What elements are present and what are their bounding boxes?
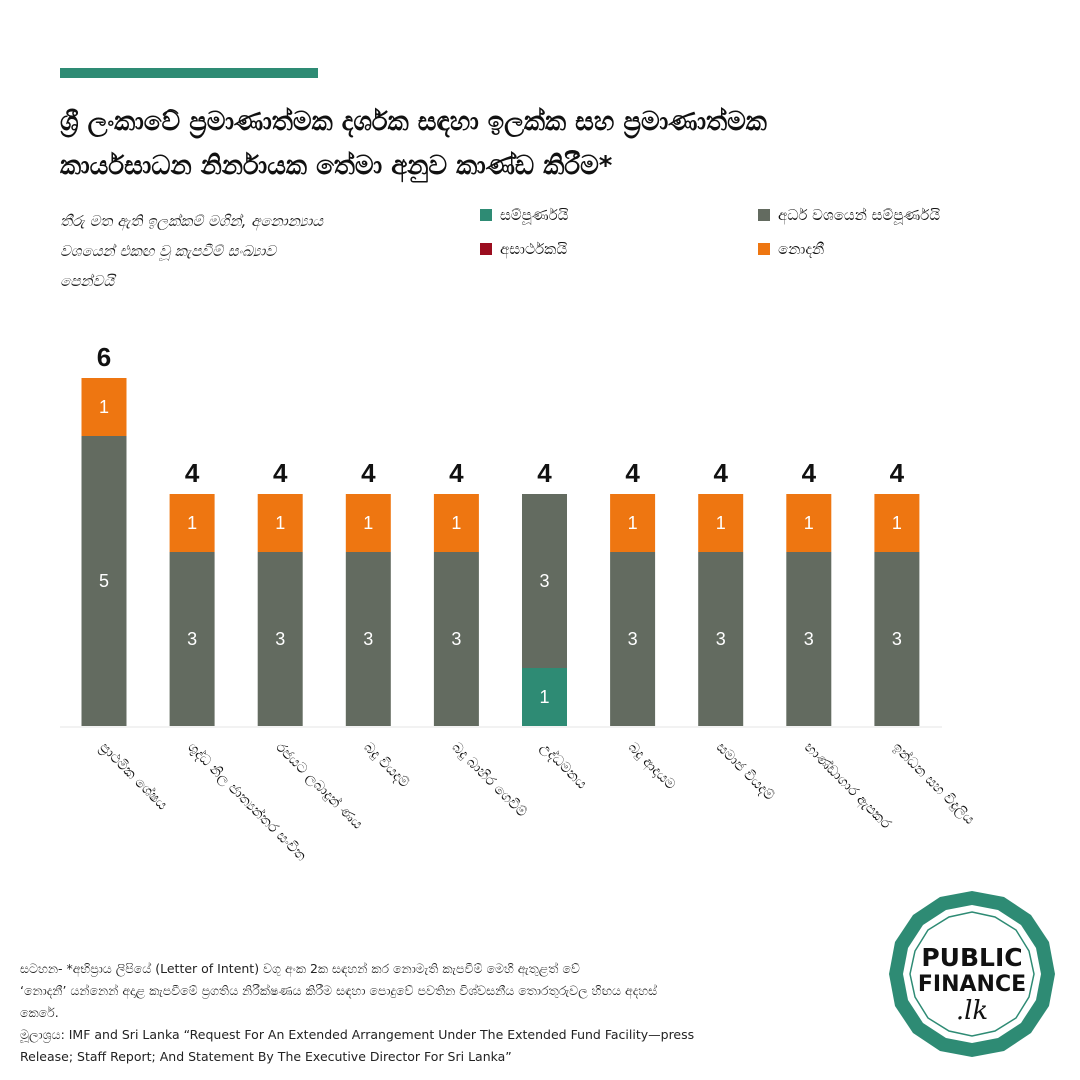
chart-subtitle: තීරු මත ඇති ඉලක්කම් මගින්, අනොන්‍යාය වශය… (60, 206, 420, 296)
logo-inner-face (903, 905, 1041, 1043)
accent-bar (60, 68, 318, 78)
legend-item-complete: සම්පූර්ණයි (480, 206, 568, 224)
bar-segment (81, 378, 127, 436)
bar-segment-label: 1 (804, 513, 814, 533)
bar-segment (345, 552, 391, 726)
bar-segment-label: 1 (628, 513, 638, 533)
footer-note-line-2: ‘නොදනී’ යන්නෙන් අදාළ කැපවීමේ ප්‍රගතිය නි… (20, 983, 658, 998)
x-tick-label: බදු වියදම් (360, 740, 412, 792)
legend: සම්පූර්ණයි අර්ධ වශයෙන් සම්පූර්ණයි අසාර්ථ… (480, 206, 1040, 270)
bar-segment (522, 668, 567, 726)
bar-segment-label: 3 (628, 629, 638, 649)
bar-segment (698, 494, 744, 552)
bar-segment (433, 552, 479, 726)
bar-segment (874, 494, 920, 552)
bar-segment-label: 3 (187, 629, 197, 649)
legend-swatch-unknown (758, 243, 770, 255)
bar-segment-label: 3 (275, 629, 285, 649)
bar-segment-label: 3 (363, 629, 373, 649)
bar-segment (610, 552, 656, 726)
bar-segment-label: 3 (539, 571, 549, 591)
bar-segment (345, 494, 391, 552)
bar-segment (169, 552, 215, 726)
bar-total-label: 4 (625, 458, 640, 488)
bar-segment (257, 552, 303, 726)
logo-text-public: PUBLIC (921, 943, 1022, 972)
legend-swatch-complete (480, 209, 492, 221)
legend-label-complete: සම්පූර්ණයි (500, 206, 569, 224)
title-line-2: කාර්යසාධන නිර්නායක තේමා අනුව කාණ්ඩ කිරීම… (60, 151, 613, 181)
title-line-1: ශ්‍රී ලංකාවේ ප්‍රමාණාත්මක දර්ශක සඳහා ඉලක… (60, 107, 767, 137)
legend-item-unknown: නොදනී (758, 240, 824, 258)
footer-source-line-2: Release; Staff Report; And Statement By … (20, 1049, 512, 1064)
bar-segment-label: 1 (187, 513, 197, 533)
bar-segment-label: 1 (363, 513, 373, 533)
bar-segment-label: 1 (275, 513, 285, 533)
x-tick-label: ඉන්ධන සහ විදුලිය (889, 739, 977, 827)
bar-total-label: 4 (449, 458, 464, 488)
x-tick-label: උද්ධමනය (537, 739, 590, 792)
legend-label-partial: අර්ධ වශයෙන් සම්පූර්ණයි (778, 206, 941, 224)
public-finance-logo: PUBLIC FINANCE .lk (889, 891, 1055, 1057)
bar-segment-label: 1 (539, 687, 549, 707)
subtitle-line-2: වශයෙන් එකඟ වූ කැපවීම් සංඛ්‍යාව (60, 242, 277, 260)
logo-text-finance: FINANCE (918, 972, 1026, 997)
bar-segment (169, 494, 215, 552)
bar-segment (257, 494, 303, 552)
legend-swatch-failed (480, 243, 492, 255)
bar-total-label: 6 (97, 342, 111, 372)
legend-label-failed: අසාර්ථකයි (500, 240, 568, 258)
bar-total-label: 4 (802, 458, 817, 488)
legend-label-unknown: නොදනී (778, 240, 825, 258)
subtitle-line-1: තීරු මත ඇති ඉලක්කම් මගින්, අනොන්‍යාය (60, 212, 324, 230)
bar-segment (81, 436, 127, 726)
bar-segment (522, 494, 567, 668)
bar-segment (786, 552, 832, 726)
bar-segment-label: 5 (99, 571, 109, 591)
bar-segment-label: 1 (99, 397, 109, 417)
bar-segment-label: 3 (892, 629, 902, 649)
logo-inner-border (909, 911, 1035, 1037)
bar-segment (874, 552, 920, 726)
bar-segment (786, 494, 832, 552)
footer-notes: සටහන- *අභිප්‍රාය ලිපියේ (Letter of Inten… (20, 958, 870, 1068)
subtitle-line-3: පෙන්වයි (60, 272, 115, 290)
bar-segment-label: 1 (892, 513, 902, 533)
x-tick-label: ප්‍රාථමික ශේෂය (96, 739, 171, 814)
bar-total-label: 4 (537, 458, 552, 488)
bar-total-label: 4 (361, 458, 376, 488)
bar-total-label: 4 (713, 458, 728, 488)
logo-text-lk: .lk (956, 996, 988, 1026)
bar-segment-label: 3 (451, 629, 461, 649)
legend-item-failed: අසාර්ථකයි (480, 240, 567, 258)
legend-swatch-partial (758, 209, 770, 221)
legend-item-partial: අර්ධ වශයෙන් සම්පූර්ණයි (758, 206, 940, 224)
footer-source-line-1: මූලාශ්‍රය: IMF and Sri Lanka “Request Fo… (20, 1027, 695, 1042)
chart-title: ශ්‍රී ලංකාවේ ප්‍රමාණාත්මක දර්ශක සඳහා ඉලක… (60, 100, 1020, 188)
bar-segment-label: 3 (804, 629, 814, 649)
bar-segment-label: 1 (451, 513, 461, 533)
bar-segment (433, 494, 479, 552)
bar-total-label: 4 (273, 458, 288, 488)
footer-note-line-3: කෙරේ. (20, 1005, 59, 1020)
bar-segment (698, 552, 744, 726)
footer-note-line-1: සටහන- *අභිප්‍රාය ලිපියේ (Letter of Inten… (20, 961, 580, 976)
x-tick-label: භාණ්ඩාගාර ඇපකර (800, 739, 894, 833)
bar-total-label: 4 (890, 458, 905, 488)
x-tick-label: බදු ආදායම (624, 740, 678, 794)
x-tick-label: රජයට ලබාදුන් ණය (272, 739, 365, 832)
bar-segment-label: 1 (716, 513, 726, 533)
x-tick-label: සමාජ වියදම් (713, 740, 777, 804)
bar-total-label: 4 (185, 458, 200, 488)
x-tick-label: බදු බාහිර ගෙවීම් (449, 740, 530, 821)
bar-segment (610, 494, 656, 552)
bar-segment-label: 3 (716, 629, 726, 649)
